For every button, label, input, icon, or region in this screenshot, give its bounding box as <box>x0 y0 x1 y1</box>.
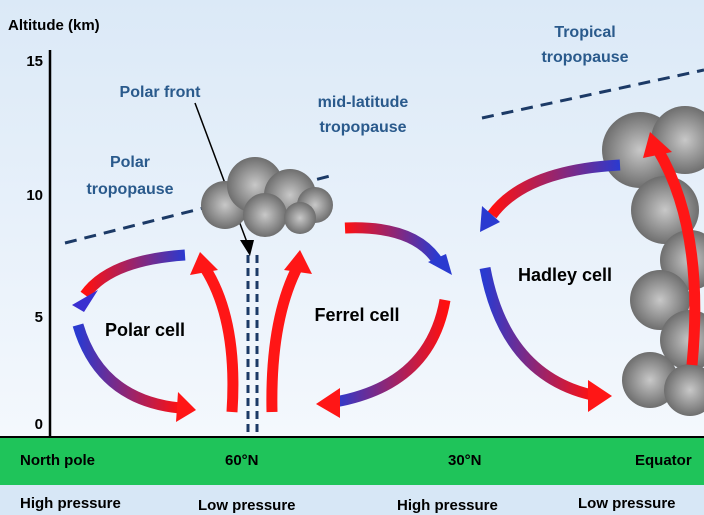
tick-label: 15 <box>26 53 43 70</box>
tick-label: 0 <box>35 416 43 433</box>
label: Tropical <box>554 24 615 41</box>
label: Polar <box>110 154 150 171</box>
cell-label: Polar cell <box>105 320 185 340</box>
label: tropopause <box>319 119 406 136</box>
axis-title: Altitude (km) <box>8 17 100 34</box>
ground-label: 60°N <box>225 452 259 469</box>
label: tropopause <box>541 49 628 66</box>
pressure-label: High pressure <box>397 497 498 514</box>
ground-band <box>0 437 704 485</box>
label: Polar front <box>120 84 202 101</box>
pressure-label: Low pressure <box>198 497 296 514</box>
label: tropopause <box>86 181 173 198</box>
cell-label: Ferrel cell <box>314 305 399 325</box>
label: mid-latitude <box>318 94 409 111</box>
ground-label: 30°N <box>448 452 482 469</box>
ground-label: North pole <box>20 452 95 469</box>
pressure-label: High pressure <box>20 495 121 512</box>
page: {"axis": {"title": "Altitude (km)", "tic… <box>0 0 704 515</box>
cell-label: Hadley cell <box>518 265 612 285</box>
tick-label: 5 <box>35 309 43 326</box>
ground-label: Equator <box>635 452 692 469</box>
tick-label: 10 <box>26 187 43 204</box>
diagram: Altitude (km) 15 10 5 0 Polar front mid-… <box>0 0 704 515</box>
pressure-label: Low pressure <box>578 495 676 512</box>
